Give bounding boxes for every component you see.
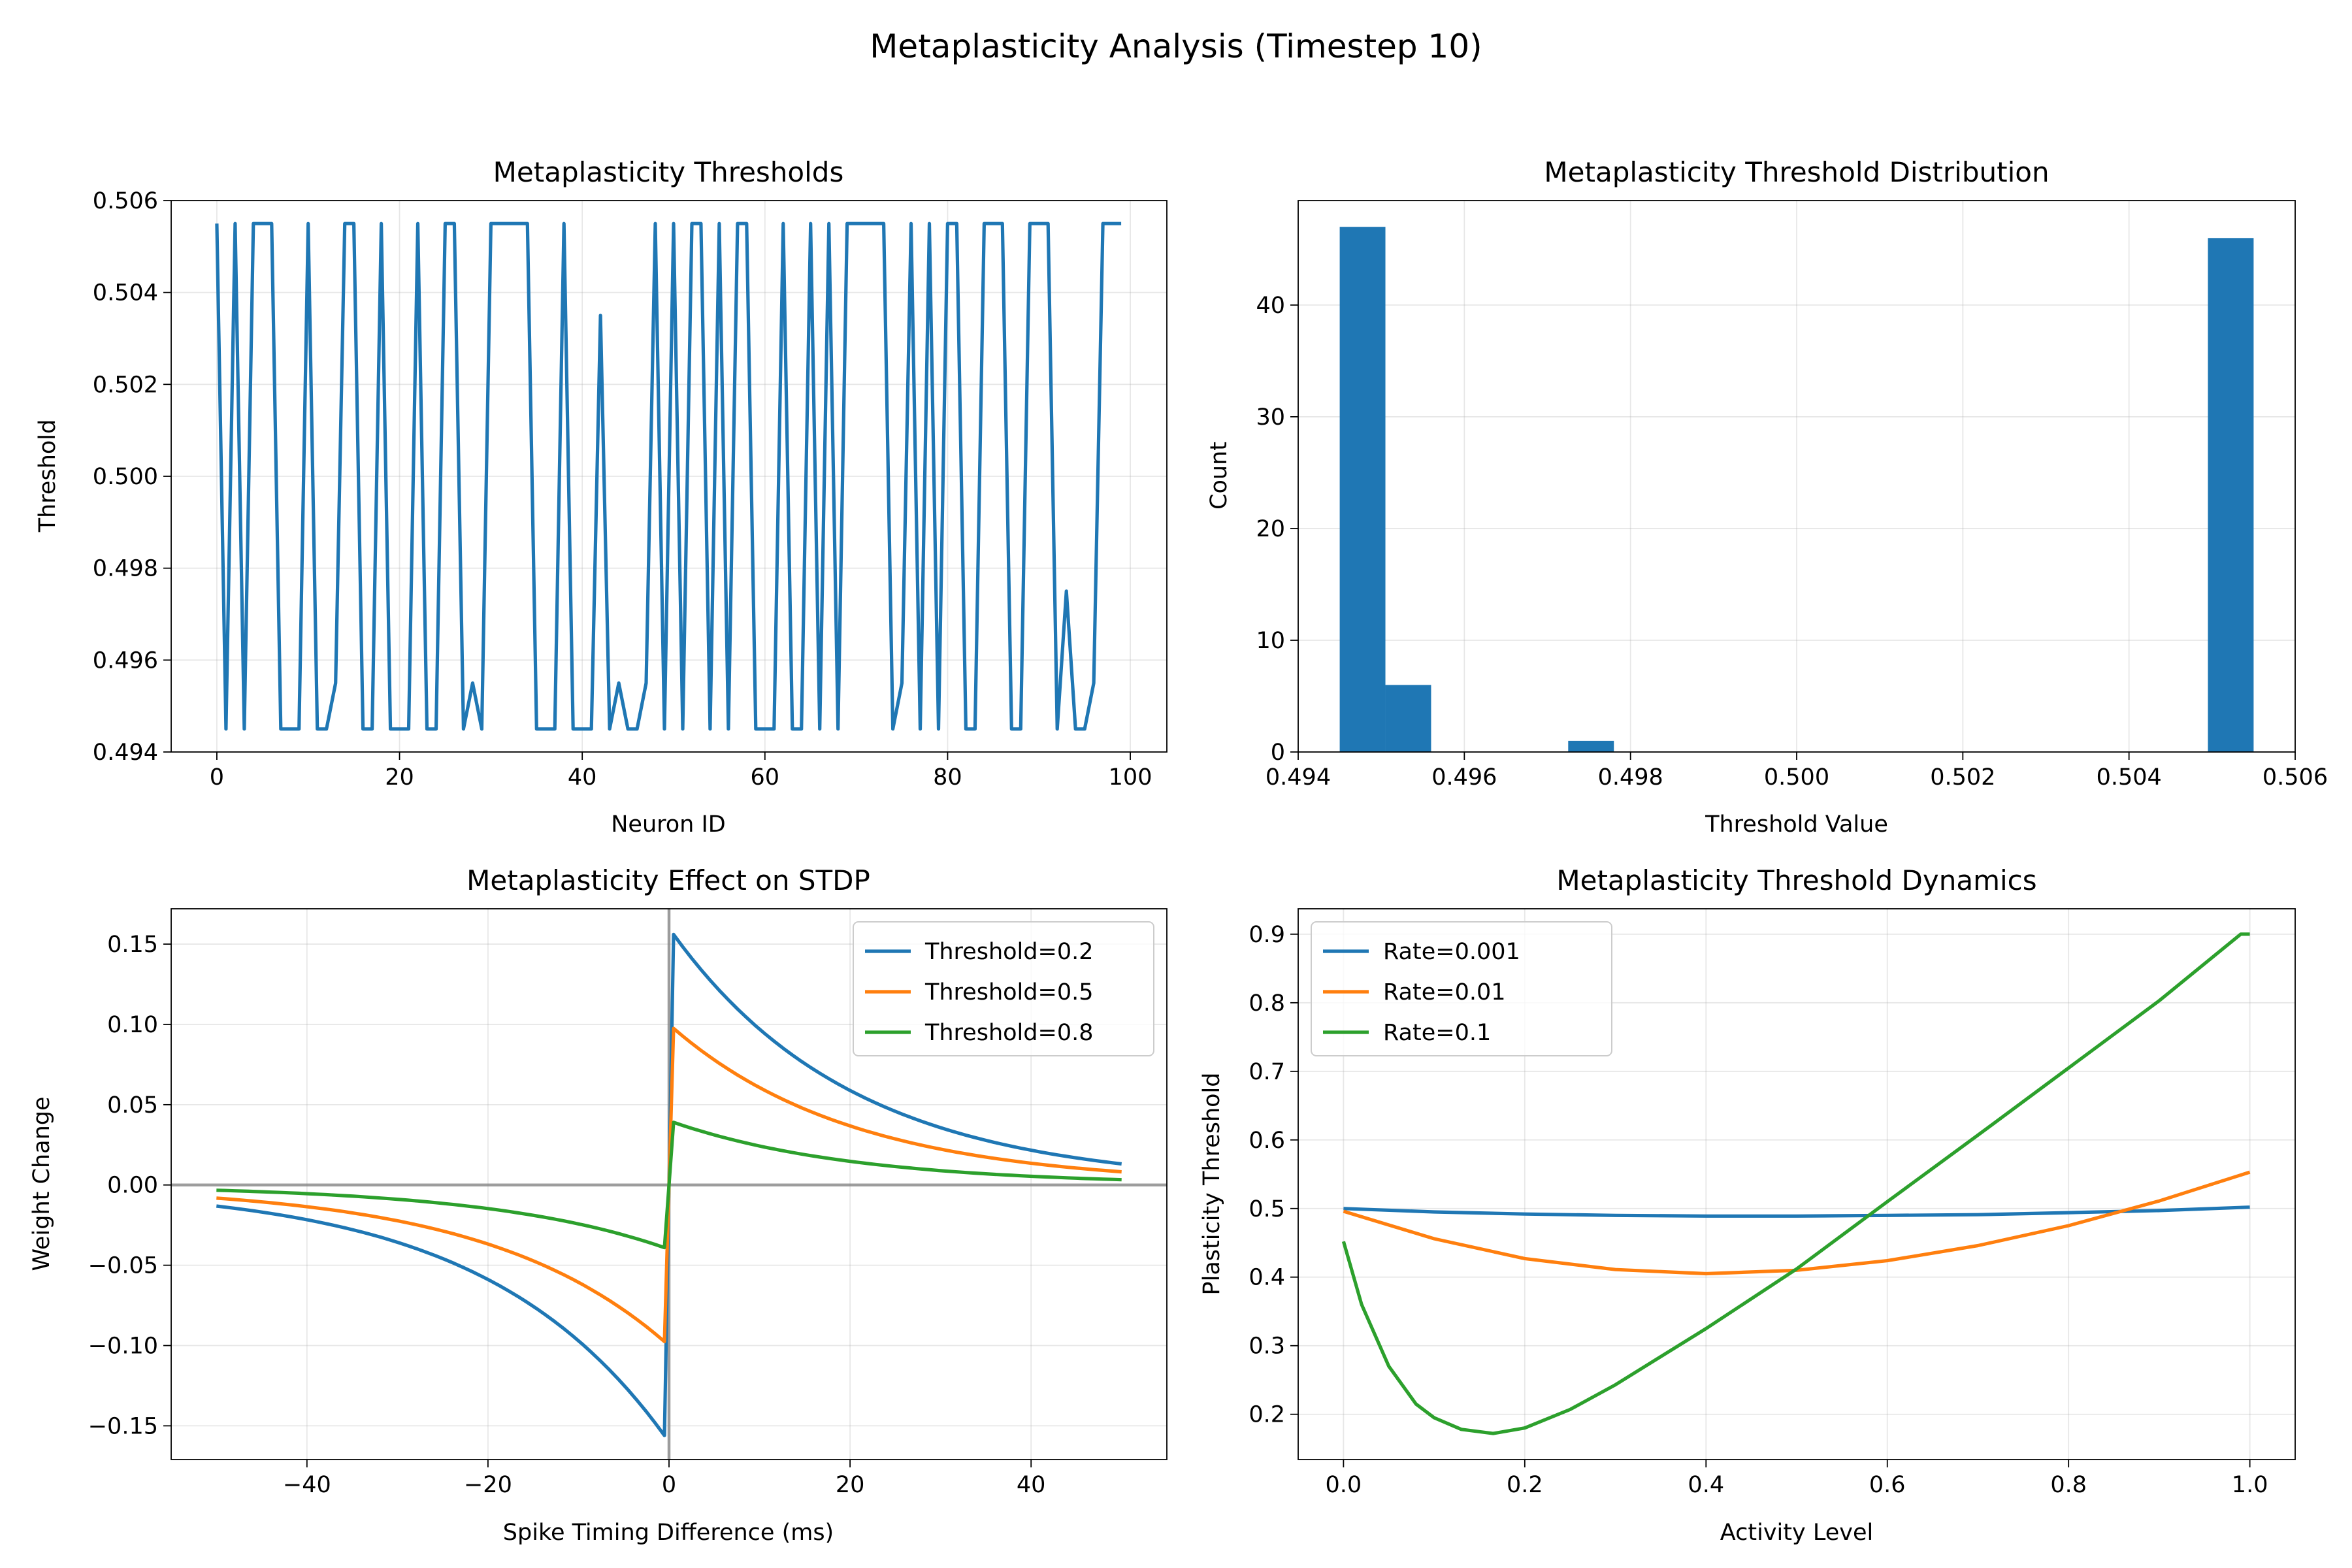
- x-axis-label: Threshold Value: [1705, 811, 1888, 838]
- axes-frame: [1298, 908, 2296, 1460]
- y-tick-label: 0.506: [93, 188, 158, 214]
- y-tick-label: −0.05: [88, 1253, 158, 1279]
- x-tick-label: 60: [751, 764, 780, 791]
- plot-area: [1341, 932, 2251, 1435]
- x-tick-label: 0.500: [1764, 764, 1829, 791]
- legend-label: Rate=0.001: [1383, 939, 1520, 965]
- y-axis-label: Count: [1206, 442, 1232, 510]
- x-tick-label: −20: [464, 1472, 512, 1498]
- series-line-0: [1343, 1205, 2250, 1218]
- thresholds-line-chart: Metaplasticity Thresholds Neuron ID Thre…: [35, 156, 1168, 838]
- legend-label: Rate=0.1: [1383, 1020, 1491, 1046]
- y-tick-label: 40: [1256, 293, 1285, 319]
- legend-box: [1311, 921, 1612, 1056]
- series-line-0: [215, 221, 1122, 731]
- threshold-dynamics-line-chart: Metaplasticity Threshold Dynamics Activi…: [1199, 864, 2296, 1546]
- y-tick-label: 0.496: [93, 647, 158, 674]
- y-tick-label: −0.15: [88, 1413, 158, 1439]
- x-tick-label: 40: [1017, 1472, 1046, 1498]
- y-tick-label: 0.00: [107, 1173, 158, 1199]
- y-tick-label: 20: [1256, 516, 1285, 542]
- histogram-bar: [1339, 227, 1386, 752]
- legend: Threshold=0.2 Threshold=0.5 Threshold=0.8: [853, 921, 1154, 1056]
- x-tick-label: 0.496: [1431, 764, 1497, 791]
- plot-area: [1339, 227, 2254, 752]
- x-tick-label: 0.4: [1688, 1472, 1724, 1498]
- x-axis-label: Neuron ID: [611, 811, 726, 838]
- x-tick-label: 0.8: [2050, 1472, 2087, 1498]
- histogram-bar: [1385, 685, 1431, 752]
- y-tick-label: −0.10: [88, 1333, 158, 1360]
- chart-title: Metaplasticity Thresholds: [493, 156, 844, 188]
- legend-label: Threshold=0.2: [924, 939, 1093, 965]
- y-tick-label: 10: [1256, 628, 1285, 654]
- x-tick-label: 100: [1109, 764, 1152, 791]
- legend-label: Rate=0.01: [1383, 979, 1506, 1005]
- y-tick-label: 0.498: [93, 556, 158, 582]
- y-tick-label: 0.500: [93, 464, 158, 490]
- x-tick-label: 20: [385, 764, 414, 791]
- legend-label: Threshold=0.5: [924, 979, 1093, 1005]
- x-tick-label: 0.494: [1266, 764, 1331, 791]
- y-tick-label: 0: [1271, 740, 1285, 766]
- series-line-2: [216, 1120, 1122, 1250]
- x-tick-label: 0.6: [1869, 1472, 1906, 1498]
- x-tick-label: 1.0: [2232, 1472, 2268, 1498]
- x-tick-label: 0.0: [1326, 1472, 1362, 1498]
- x-tick-label: 0.504: [2097, 764, 2162, 791]
- legend-label: Threshold=0.8: [924, 1020, 1093, 1046]
- figure-title: Metaplasticity Analysis (Timestep 10): [870, 27, 1482, 65]
- y-tick-label: 0.504: [93, 280, 158, 306]
- x-axis-label: Activity Level: [1720, 1520, 1873, 1546]
- y-tick-label: 0.3: [1249, 1333, 1285, 1360]
- y-tick-label: 0.9: [1249, 922, 1285, 948]
- threshold-distribution-histogram: Metaplasticity Threshold Distribution Th…: [1206, 156, 2328, 838]
- y-tick-label: 0.502: [93, 372, 158, 398]
- x-tick-label: 0: [210, 764, 224, 791]
- y-tick-label: 30: [1256, 404, 1285, 431]
- legend-box: [853, 921, 1154, 1056]
- x-tick-label: 0: [662, 1472, 676, 1498]
- x-tick-label: 0.506: [2262, 764, 2328, 791]
- plot-area: [171, 909, 1167, 1460]
- x-tick-label: 40: [568, 764, 597, 791]
- series-line-2: [1341, 932, 2250, 1435]
- legend: Rate=0.001 Rate=0.01 Rate=0.1: [1311, 921, 1612, 1056]
- grid: [1298, 201, 2296, 753]
- y-axis-label: Weight Change: [29, 1096, 55, 1271]
- histogram-bar: [1568, 740, 1614, 752]
- chart-title: Metaplasticity Effect on STDP: [466, 864, 870, 896]
- x-tick-label: −40: [283, 1472, 331, 1498]
- chart-title: Metaplasticity Threshold Dynamics: [1556, 864, 2036, 896]
- histogram-bar: [2208, 238, 2254, 752]
- stdp-line-chart: Metaplasticity Effect on STDP Spike Timi…: [29, 864, 1168, 1546]
- y-axis-label: Plasticity Threshold: [1199, 1073, 1225, 1296]
- x-tick-label: 80: [933, 764, 962, 791]
- grid: [1298, 909, 2295, 1460]
- y-tick-label: 0.6: [1249, 1128, 1285, 1154]
- x-tick-label: 0.498: [1598, 764, 1663, 791]
- x-tick-label: 0.2: [1507, 1472, 1543, 1498]
- x-tick-label: 0.502: [1930, 764, 1995, 791]
- y-tick-label: 0.4: [1249, 1265, 1285, 1291]
- chart-title: Metaplasticity Threshold Distribution: [1544, 156, 2049, 188]
- y-tick-label: 0.494: [93, 740, 158, 766]
- y-tick-label: 0.15: [107, 932, 158, 958]
- y-tick-label: 0.8: [1249, 990, 1285, 1017]
- x-axis-label: Spike Timing Difference (ms): [503, 1520, 834, 1546]
- y-tick-label: 0.7: [1249, 1059, 1285, 1085]
- y-tick-label: 0.05: [107, 1092, 158, 1119]
- x-tick-label: 20: [836, 1472, 865, 1498]
- plot-area: [215, 221, 1122, 731]
- y-tick-label: 0.5: [1249, 1196, 1285, 1222]
- y-axis-label: Threshold: [35, 419, 61, 533]
- series-line-1: [1343, 1170, 2251, 1276]
- y-tick-label: 0.10: [107, 1012, 158, 1038]
- y-tick-label: 0.2: [1249, 1402, 1285, 1428]
